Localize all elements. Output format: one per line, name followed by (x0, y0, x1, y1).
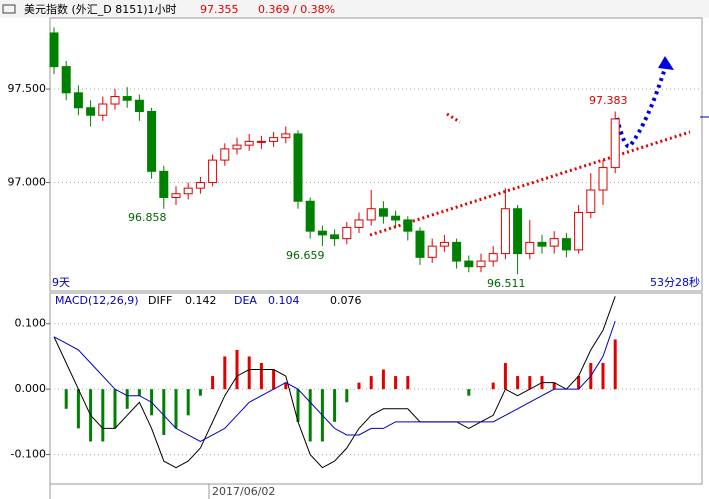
candle-body (378, 208, 388, 217)
y-tick-label: 97.500 (8, 82, 47, 95)
annotation: 96.858 (128, 211, 167, 224)
candle-body (281, 133, 291, 139)
candle-body (525, 241, 535, 255)
trend-line (369, 130, 691, 237)
y-tick-label: 97.000 (8, 176, 47, 189)
arrow-head (658, 56, 674, 70)
header-bar (0, 0, 709, 18)
candle-body (513, 208, 523, 255)
candle-body (183, 187, 193, 195)
candle-body (73, 92, 83, 109)
candle-body (244, 140, 254, 146)
candle-body (561, 238, 571, 251)
candle-body (452, 241, 462, 262)
candle-body (598, 167, 608, 191)
diff-value: 0.142 (185, 294, 217, 307)
candle-body (208, 159, 218, 184)
y-tick-label: -0.100 (11, 448, 46, 461)
candle-body (439, 241, 449, 247)
candle-body (586, 189, 596, 213)
candle-body (269, 137, 279, 142)
macd-value: 0.076 (330, 294, 362, 307)
forecast-arrow (615, 67, 667, 149)
timer-note: 53分28秒 (650, 275, 700, 289)
candle-body (317, 230, 327, 236)
macd-frame (49, 292, 703, 485)
candle-body (330, 234, 340, 240)
candle-body (464, 260, 474, 268)
diff-name: DIFF (148, 294, 172, 307)
candle-body (171, 193, 181, 199)
candle-body (342, 226, 352, 240)
candle-body (147, 110, 157, 172)
annotation: 97.383 (589, 94, 628, 107)
candle-body (256, 140, 266, 143)
candle-body (549, 238, 559, 247)
candle-body (403, 219, 413, 232)
macd-title: MACD(12,26,9) (55, 294, 139, 307)
candle-body (86, 107, 96, 116)
candle-body (537, 241, 547, 247)
y-tick-label: 0.000 (15, 382, 47, 395)
header-title: 美元指数 (外汇_D 8151)1小时 (24, 2, 177, 16)
x-label: 2017/06/02 (212, 485, 275, 498)
candle-body (500, 208, 510, 255)
candle-body (195, 182, 205, 189)
candle-body (427, 245, 437, 258)
period-note: 9天 (52, 276, 70, 289)
dea-value: 0.104 (268, 294, 300, 307)
candle-body (134, 99, 144, 112)
candle-body (366, 208, 376, 221)
candle-body (574, 211, 584, 251)
trend-mark (446, 112, 461, 124)
annotation: 96.659 (286, 249, 325, 262)
candle-body (391, 215, 401, 221)
candle-body (61, 66, 71, 94)
candle-body (122, 96, 132, 101)
candle-body (415, 230, 425, 258)
window-icon[interactable] (2, 4, 16, 14)
annotation: 96.511 (487, 277, 526, 290)
candle-body (305, 200, 315, 232)
dea-name: DEA (234, 294, 257, 307)
candle-body (159, 170, 169, 199)
candle-body (49, 32, 59, 68)
candle-body (476, 260, 486, 268)
candle-body (293, 133, 303, 202)
candle-body (98, 103, 108, 116)
candle-body (220, 148, 230, 161)
price-frame (49, 17, 703, 292)
candle-body (110, 96, 120, 105)
macd-line (53, 296, 616, 469)
candle-body (354, 219, 364, 228)
header-change: 0.369 / 0.38% (258, 3, 335, 16)
candle-body (488, 253, 498, 262)
macd-line (53, 320, 616, 443)
y-tick-label: 0.100 (15, 317, 47, 330)
candle-body (610, 118, 620, 169)
candle-body (232, 144, 242, 150)
header-price: 97.355 (200, 3, 239, 16)
